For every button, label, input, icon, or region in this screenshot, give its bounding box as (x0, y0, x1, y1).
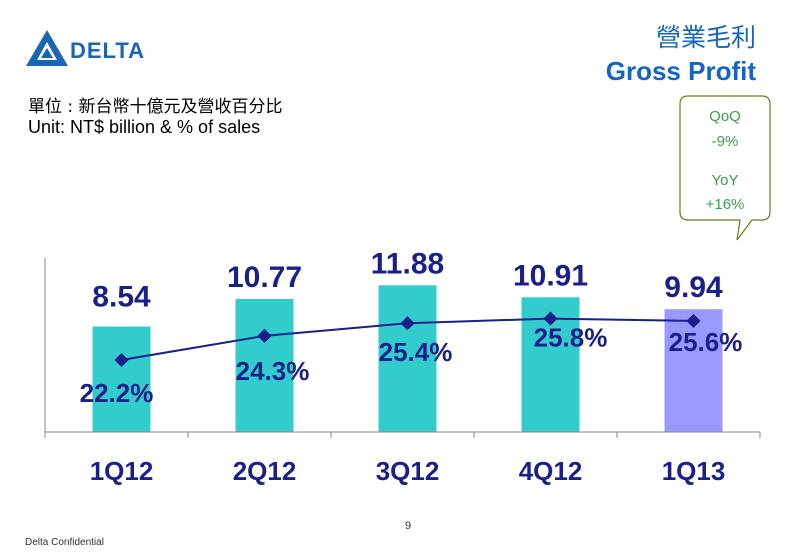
page-title-en: Gross Profit (605, 56, 756, 86)
category-label: 1Q13 (662, 456, 726, 486)
category-label: 3Q12 (376, 456, 440, 486)
qoq-label: QoQ (709, 108, 741, 125)
margin-point (114, 352, 129, 368)
margin-point (686, 313, 701, 328)
delta-logo (25, 28, 165, 68)
margin-value-label: 24.3% (236, 356, 310, 386)
bar-2Q12 (235, 298, 294, 432)
chart-labels: 8.54 1Q12 10.77 2Q12 11.88 3Q12 10.91 4Q12 9.94 1… (80, 247, 743, 486)
bar-series (92, 285, 723, 432)
category-label: 1Q12 (90, 456, 154, 486)
category-label: 4Q12 (519, 456, 583, 486)
page-number: 9 (405, 520, 412, 532)
chart-axes (44, 258, 761, 438)
yoy-label: YoY (711, 172, 739, 189)
brand-name: DELTA (70, 38, 146, 63)
margin-line-series (114, 311, 701, 368)
margin-point (257, 328, 272, 343)
yoy-value: +16% (705, 196, 745, 213)
bar-value-label: 10.77 (227, 261, 302, 294)
margin-value-label: 25.8% (534, 323, 608, 353)
margin-value-label: 22.2% (80, 378, 154, 408)
qoq-value: -9% (711, 133, 739, 150)
category-label: 2Q12 (233, 456, 297, 486)
bar-value-label: 10.91 (513, 259, 588, 292)
margin-point (400, 316, 415, 331)
delta-triangle-icon (26, 30, 68, 66)
unit-label-en: Unit: NT$ billion & % of sales (28, 117, 261, 137)
bar-value-label: 11.88 (371, 247, 444, 280)
margin-point (543, 311, 558, 326)
margin-value-label: 25.4% (379, 337, 453, 367)
margin-value-label: 25.6% (669, 327, 743, 357)
page-title-zh: 營業毛利 (655, 23, 756, 52)
bar-3Q12 (378, 285, 437, 432)
bar-value-label: 9.94 (664, 271, 723, 304)
bar-1Q12 (92, 326, 151, 432)
unit-label-zh: 單位 : 新台幣十億元及營收百分比 (28, 97, 283, 117)
bar-1Q13 (664, 309, 723, 432)
bar-value-label: 8.54 (92, 281, 151, 314)
confidential-note: Delta Confidential (25, 537, 104, 548)
